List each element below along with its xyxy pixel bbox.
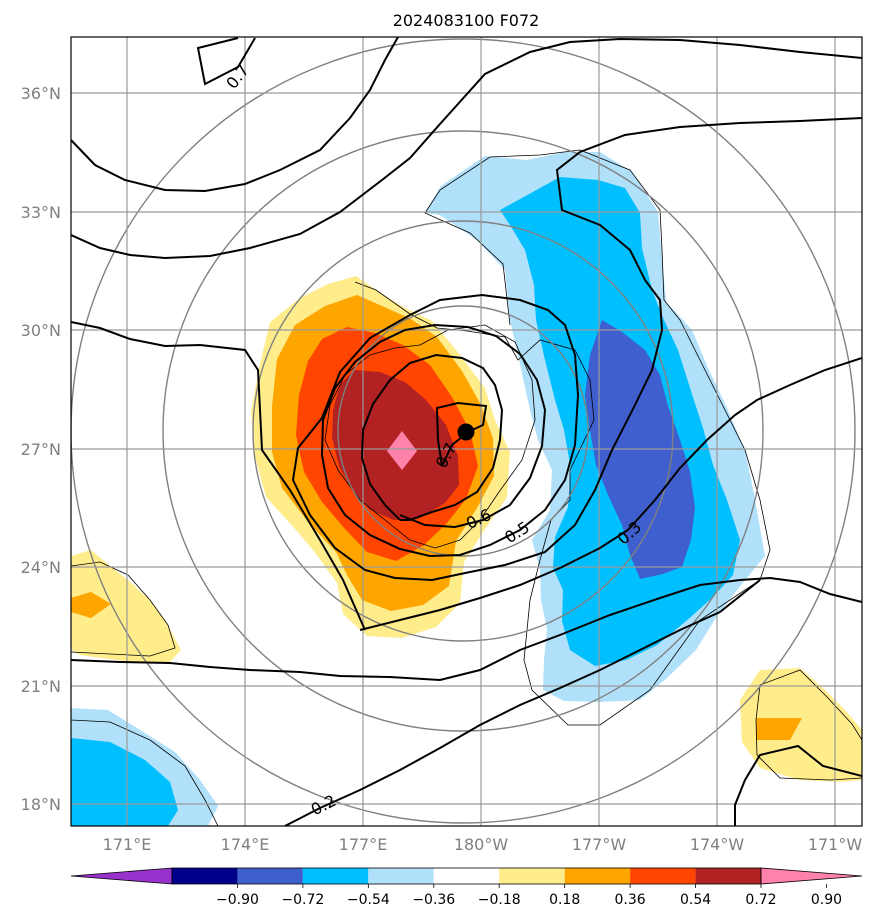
lat-tick-24n: 24°N bbox=[21, 558, 61, 577]
map-title: 2024083100 F072 bbox=[393, 11, 540, 30]
colorbar-segment bbox=[172, 868, 238, 884]
lon-tick-180w: 180°W bbox=[454, 835, 509, 854]
distance-ring-2 bbox=[252, 220, 674, 642]
sw-positive-pale-yellow bbox=[71, 550, 181, 663]
colorbar-segment bbox=[302, 868, 369, 884]
colorbar-segment bbox=[368, 868, 434, 884]
colorbar-extension-low bbox=[70, 867, 173, 885]
longitude-ticks: 171°E 174°E 177°E 180°W 177°W 174°W 171°… bbox=[103, 835, 863, 854]
contour-se-corner bbox=[734, 744, 862, 826]
contour-07-top-left bbox=[196, 37, 256, 86]
colorbar-segment bbox=[564, 868, 631, 884]
contour-eye bbox=[435, 401, 488, 467]
colorbar-segment bbox=[499, 868, 565, 884]
thin-contour-sw bbox=[71, 561, 176, 657]
storm-center-marker bbox=[457, 423, 475, 441]
lon-tick-171w: 171°W bbox=[808, 835, 863, 854]
lon-tick-174w: 174°W bbox=[690, 835, 745, 854]
lon-tick-171e: 171°E bbox=[103, 835, 152, 854]
contour-middle-band bbox=[71, 321, 366, 631]
colorbar-tick-label: −0.90 bbox=[216, 892, 259, 908]
lat-tick-27n: 27°N bbox=[21, 440, 61, 459]
contour-0-7-inner bbox=[360, 353, 504, 521]
map-panel: 0.7 0.7 0.6 0.5 0.3 0.2 bbox=[70, 36, 863, 827]
black-contours bbox=[71, 37, 862, 826]
contour-lower-band bbox=[71, 576, 862, 682]
colorbar-tick-label: 0.90 bbox=[811, 892, 842, 908]
colorbar-tick-label: −0.18 bbox=[478, 892, 521, 908]
contour-east-loop bbox=[291, 117, 862, 582]
colorbar-tick-label: 0.18 bbox=[549, 892, 580, 908]
colorbar-tick-label: 0.72 bbox=[745, 892, 776, 908]
colorbar: −0.90 −0.72 −0.54 −0.36 −0.18 0.18 0.36 0.54 0.7… bbox=[70, 867, 863, 908]
colorbar-tick-label: 0.36 bbox=[615, 892, 646, 908]
colorbar-extension-high bbox=[760, 867, 863, 885]
lon-tick-177w: 177°W bbox=[572, 835, 627, 854]
latitude-ticks: 36°N 33°N 30°N 27°N 24°N 21°N 18°N bbox=[21, 84, 61, 814]
colorbar-tick-label: −0.72 bbox=[281, 892, 324, 908]
contour-0-2 bbox=[284, 579, 761, 826]
lat-tick-21n: 21°N bbox=[21, 677, 61, 696]
distance-rings bbox=[71, 38, 856, 824]
thin-contour-se bbox=[755, 669, 862, 781]
colorbar-tick-label: 0.54 bbox=[680, 892, 711, 908]
map-border bbox=[70, 36, 863, 827]
colorbar-segment bbox=[433, 868, 500, 884]
lon-tick-174e: 174°E bbox=[221, 835, 270, 854]
sw-positive-orange bbox=[71, 592, 111, 618]
lat-tick-30n: 30°N bbox=[21, 321, 61, 340]
colorbar-tick-label: −0.36 bbox=[412, 892, 455, 908]
colorbar-segment bbox=[695, 868, 761, 884]
positive-fill-pink bbox=[387, 431, 417, 470]
distance-ring-1 bbox=[337, 305, 589, 557]
colorbar-segment bbox=[630, 868, 696, 884]
colorbar-outline bbox=[171, 867, 762, 885]
shaded-anomaly-field bbox=[71, 152, 862, 826]
lat-tick-36n: 36°N bbox=[21, 84, 61, 103]
lon-tick-177e: 177°E bbox=[339, 835, 388, 854]
colorbar-tick-label: −0.54 bbox=[347, 892, 390, 908]
thin-outline-contours bbox=[71, 149, 862, 826]
lat-tick-18n: 18°N bbox=[21, 795, 61, 814]
contour-top-left-long bbox=[71, 37, 399, 193]
distance-ring-4 bbox=[71, 38, 856, 824]
contour-0-3 bbox=[359, 357, 862, 631]
lat-tick-33n: 33°N bbox=[21, 203, 61, 222]
colorbar-segment bbox=[237, 868, 303, 884]
distance-ring-3 bbox=[162, 130, 764, 732]
contour-upper-band bbox=[71, 37, 862, 260]
thin-contour-main bbox=[354, 149, 771, 726]
se-positive-orange bbox=[756, 718, 802, 740]
